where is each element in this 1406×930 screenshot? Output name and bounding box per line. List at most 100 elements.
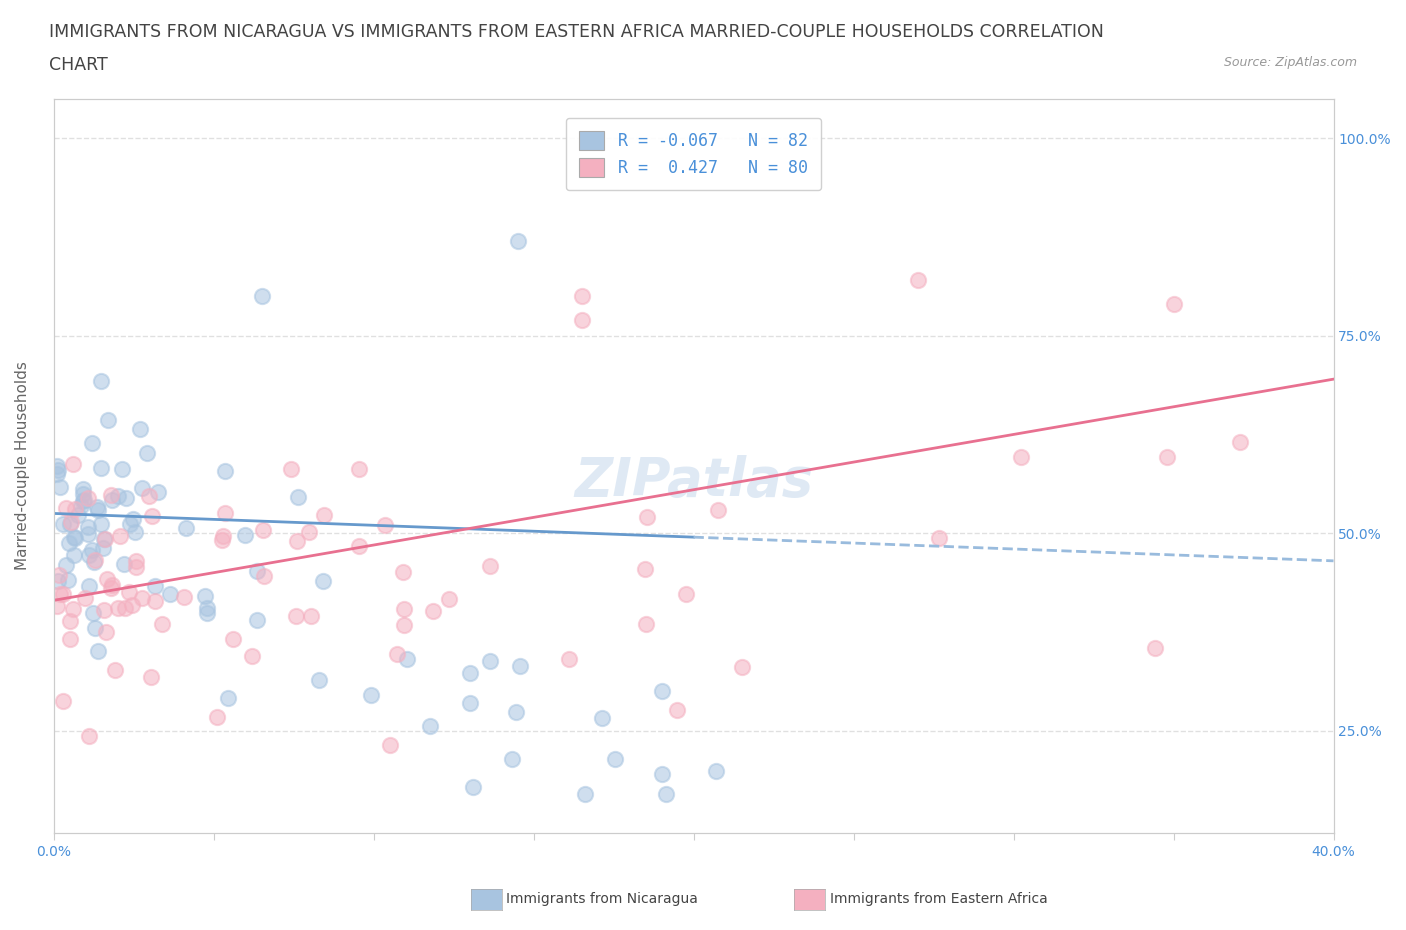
Point: [118, 516, 141, 531]
Point: [141, 509, 163, 524]
Point: [129, 421, 152, 436]
Point: [52, 517, 75, 532]
Point: [1143, 641, 1166, 656]
Point: [62, 602, 84, 617]
Point: [651, 766, 673, 781]
Point: [101, 578, 124, 592]
Point: [90, 461, 112, 476]
Point: [392, 565, 415, 579]
Point: [104, 662, 127, 677]
Point: [141, 670, 163, 684]
Point: [374, 517, 396, 532]
Text: Source: ZipAtlas.com: Source: ZipAtlas.com: [1223, 56, 1357, 69]
Point: [70, 499, 93, 514]
Point: [704, 764, 727, 778]
Point: [380, 737, 402, 752]
Point: [90, 374, 112, 389]
Point: [112, 556, 135, 571]
Text: Immigrants from Nicaragua: Immigrants from Nicaragua: [506, 892, 697, 907]
Point: [505, 704, 527, 719]
Point: [65, 530, 87, 545]
Point: [131, 591, 153, 605]
Point: [479, 559, 502, 574]
Point: [284, 609, 307, 624]
Point: [422, 604, 444, 618]
Point: [501, 751, 523, 766]
Point: [143, 594, 166, 609]
Point: [59, 514, 82, 529]
Point: [636, 510, 658, 525]
Point: [571, 312, 593, 327]
Point: [222, 631, 245, 646]
Point: [63, 548, 86, 563]
Point: [75, 591, 97, 605]
Point: [211, 532, 233, 547]
Point: [93, 603, 115, 618]
Point: [558, 652, 581, 667]
Point: [1229, 435, 1251, 450]
Point: [49, 479, 72, 494]
Point: [82, 435, 104, 450]
Point: [66, 508, 89, 523]
Point: [205, 710, 228, 724]
Point: [146, 485, 169, 499]
Point: [605, 751, 627, 766]
Point: [94, 531, 117, 546]
Point: [250, 288, 273, 303]
Point: [214, 464, 236, 479]
Point: [93, 532, 115, 547]
Point: [174, 521, 197, 536]
Text: Immigrants from Eastern Africa: Immigrants from Eastern Africa: [830, 892, 1047, 907]
Point: [298, 525, 321, 539]
Point: [150, 616, 173, 631]
Point: [101, 493, 124, 508]
Point: [395, 651, 418, 666]
Point: [46, 574, 69, 589]
Point: [246, 613, 269, 628]
Point: [666, 702, 689, 717]
Point: [392, 618, 415, 632]
Point: [131, 481, 153, 496]
Point: [45, 598, 67, 613]
Point: [100, 488, 122, 503]
Point: [194, 589, 217, 604]
Point: [308, 673, 330, 688]
Point: [79, 729, 101, 744]
Point: [591, 711, 613, 725]
Point: [311, 574, 333, 589]
Point: [55, 558, 77, 573]
Point: [125, 560, 148, 575]
Point: [77, 578, 100, 593]
Point: [118, 584, 141, 599]
Point: [107, 601, 129, 616]
Point: [907, 273, 929, 288]
Point: [928, 530, 950, 545]
Point: [574, 787, 596, 802]
Point: [706, 503, 728, 518]
Point: [114, 601, 136, 616]
Point: [211, 528, 233, 543]
Point: [87, 644, 110, 658]
Point: [76, 520, 98, 535]
Point: [84, 620, 107, 635]
Text: CHART: CHART: [49, 56, 108, 73]
Point: [107, 488, 129, 503]
Point: [461, 779, 484, 794]
Point: [58, 631, 80, 646]
Point: [72, 482, 94, 497]
Point: [136, 445, 159, 460]
Y-axis label: Married-couple Households: Married-couple Households: [15, 362, 30, 570]
Point: [1163, 297, 1185, 312]
Point: [52, 587, 75, 602]
Point: [458, 666, 481, 681]
Point: [90, 517, 112, 532]
Point: [1156, 450, 1178, 465]
Text: IMMIGRANTS FROM NICARAGUA VS IMMIGRANTS FROM EASTERN AFRICA MARRIED-COUPLE HOUSE: IMMIGRANTS FROM NICARAGUA VS IMMIGRANTS …: [49, 23, 1104, 41]
Point: [159, 587, 181, 602]
Point: [100, 580, 122, 595]
Point: [314, 508, 336, 523]
Point: [143, 578, 166, 593]
Point: [72, 494, 94, 509]
Point: [285, 534, 308, 549]
Point: [385, 646, 408, 661]
